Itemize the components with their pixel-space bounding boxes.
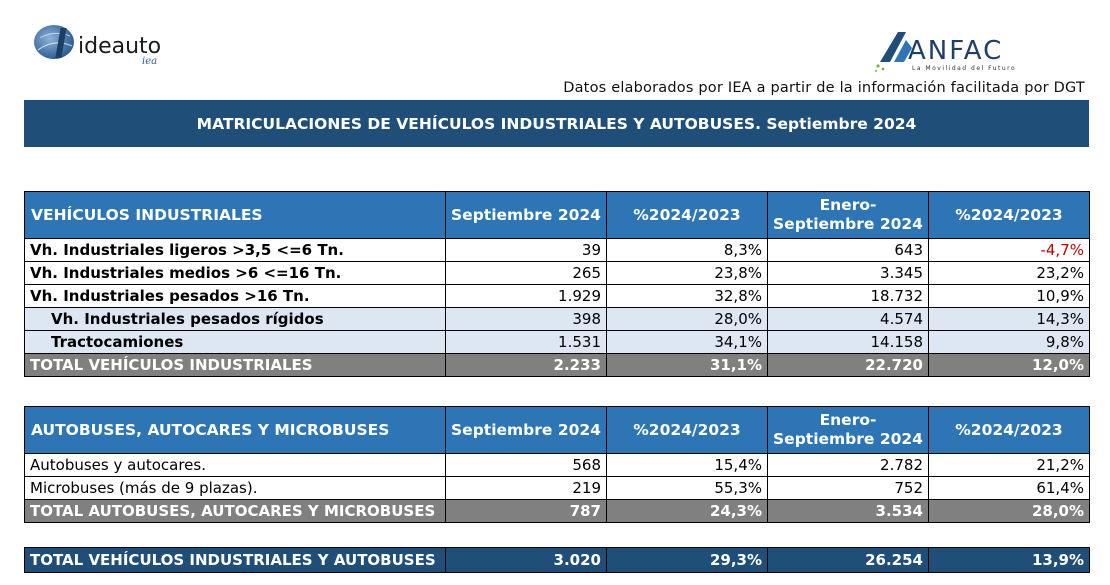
row-label: Vh. Industriales medios >6 <=16 Tn. <box>24 261 446 285</box>
table-row: Vh. Industriales medios >6 <=16 Tn. 265 … <box>24 261 1090 285</box>
row-month-pct: 28,0% <box>606 307 768 331</box>
header-label: AUTOBUSES, AUTOCARES Y MICROBUSES <box>24 406 446 454</box>
total-ytd-pct: 28,0% <box>928 499 1090 523</box>
svg-text:La Movilidad del Futuro: La Movilidad del Futuro <box>912 65 1016 72</box>
total-ytd-value: 22.720 <box>767 353 929 377</box>
grand-total-ytd-value: 26.254 <box>767 547 929 573</box>
grand-total-month-pct: 29,3% <box>606 547 768 573</box>
row-month-value: 1.531 <box>445 330 607 354</box>
total-row: TOTAL AUTOBUSES, AUTOCARES Y MICROBUSES … <box>24 499 1090 523</box>
total-month-pct: 31,1% <box>606 353 768 377</box>
header-pct: %2024/2023 <box>606 406 768 454</box>
row-ytd-pct: 10,9% <box>928 284 1090 308</box>
industrial-vehicles-table: VEHÍCULOS INDUSTRIALES Septiembre 2024 %… <box>24 191 1090 377</box>
row-label: Vh. Industriales pesados rígidos <box>24 307 446 331</box>
table-row: Vh. Industriales pesados rígidos 398 28,… <box>24 307 1090 331</box>
anfac-logo: ANFAC La Movilidad del Futuro <box>874 32 1016 73</box>
row-ytd-pct: 9,8% <box>928 330 1090 354</box>
total-row: TOTAL VEHÍCULOS INDUSTRIALES 2.233 31,1%… <box>24 353 1090 377</box>
grand-total-table: TOTAL VEHÍCULOS INDUSTRIALES Y AUTOBUSES… <box>24 547 1090 573</box>
row-month-value: 39 <box>445 238 607 262</box>
table-row: Tractocamiones 1.531 34,1% 14.158 9,8% <box>24 330 1090 354</box>
row-label: Vh. Industriales ligeros >3,5 <=6 Tn. <box>24 238 446 262</box>
row-month-value: 398 <box>445 307 607 331</box>
total-label: TOTAL VEHÍCULOS INDUSTRIALES <box>24 353 446 377</box>
row-month-pct: 15,4% <box>606 453 768 477</box>
table-row: Vh. Industriales pesados >16 Tn. 1.929 3… <box>24 284 1090 308</box>
table-row: Autobuses y autocares. 568 15,4% 2.782 2… <box>24 453 1090 477</box>
header-pct: %2024/2023 <box>606 191 768 239</box>
row-month-pct: 23,8% <box>606 261 768 285</box>
row-ytd-pct: 61,4% <box>928 476 1090 500</box>
row-ytd-value: 752 <box>767 476 929 500</box>
buses-table: AUTOBUSES, AUTOCARES Y MICROBUSES Septie… <box>24 406 1090 523</box>
grand-total-ytd-pct: 13,9% <box>928 547 1090 573</box>
row-ytd-pct: -4,7% <box>928 238 1090 262</box>
grand-total-row: TOTAL VEHÍCULOS INDUSTRIALES Y AUTOBUSES… <box>24 547 1090 573</box>
total-ytd-value: 3.534 <box>767 499 929 523</box>
header-ytd-pct: %2024/2023 <box>928 191 1090 239</box>
row-month-value: 265 <box>445 261 607 285</box>
table-row: Vh. Industriales ligeros >3,5 <=6 Tn. 39… <box>24 238 1090 262</box>
row-label: Tractocamiones <box>24 330 446 354</box>
grand-total-label: TOTAL VEHÍCULOS INDUSTRIALES Y AUTOBUSES <box>24 547 446 573</box>
row-month-value: 568 <box>445 453 607 477</box>
total-month-value: 787 <box>445 499 607 523</box>
header-ytd: Enero- Septiembre 2024 <box>767 406 929 454</box>
header-month: Septiembre 2024 <box>445 406 607 454</box>
row-ytd-pct: 21,2% <box>928 453 1090 477</box>
row-ytd-value: 4.574 <box>767 307 929 331</box>
row-month-pct: 32,8% <box>606 284 768 308</box>
row-ytd-pct: 23,2% <box>928 261 1090 285</box>
row-ytd-value: 3.345 <box>767 261 929 285</box>
row-ytd-value: 14.158 <box>767 330 929 354</box>
table-header: AUTOBUSES, AUTOCARES Y MICROBUSES Septie… <box>24 406 1090 454</box>
row-month-value: 1.929 <box>445 284 607 308</box>
row-ytd-pct: 14,3% <box>928 307 1090 331</box>
row-label: Microbuses (más de 9 plazas). <box>24 476 446 500</box>
total-label: TOTAL AUTOBUSES, AUTOCARES Y MICROBUSES <box>24 499 446 523</box>
row-month-pct: 55,3% <box>606 476 768 500</box>
row-month-pct: 8,3% <box>606 238 768 262</box>
header-ytd-pct: %2024/2023 <box>928 406 1090 454</box>
svg-text:iea: iea <box>142 56 157 67</box>
row-label: Autobuses y autocares. <box>24 453 446 477</box>
header-label: VEHÍCULOS INDUSTRIALES <box>24 191 446 239</box>
table-row: Microbuses (más de 9 plazas). 219 55,3% … <box>24 476 1090 500</box>
ideauto-logo: ideauto iea <box>34 25 161 67</box>
svg-text:ideauto: ideauto <box>78 34 161 59</box>
header-ytd: Enero- Septiembre 2024 <box>767 191 929 239</box>
row-month-pct: 34,1% <box>606 330 768 354</box>
row-ytd-value: 643 <box>767 238 929 262</box>
row-ytd-value: 18.732 <box>767 284 929 308</box>
table-header: VEHÍCULOS INDUSTRIALES Septiembre 2024 %… <box>24 191 1090 239</box>
source-note: Datos elaborados por IEA a partir de la … <box>563 80 1085 96</box>
svg-text:ANFAC: ANFAC <box>908 36 1003 66</box>
total-month-pct: 24,3% <box>606 499 768 523</box>
grand-total-month-value: 3.020 <box>445 547 607 573</box>
total-month-value: 2.233 <box>445 353 607 377</box>
row-label: Vh. Industriales pesados >16 Tn. <box>24 284 446 308</box>
total-ytd-pct: 12,0% <box>928 353 1090 377</box>
header-month: Septiembre 2024 <box>445 191 607 239</box>
row-ytd-value: 2.782 <box>767 453 929 477</box>
row-month-value: 219 <box>445 476 607 500</box>
page-title: MATRICULACIONES DE VEHÍCULOS INDUSTRIALE… <box>24 100 1089 147</box>
